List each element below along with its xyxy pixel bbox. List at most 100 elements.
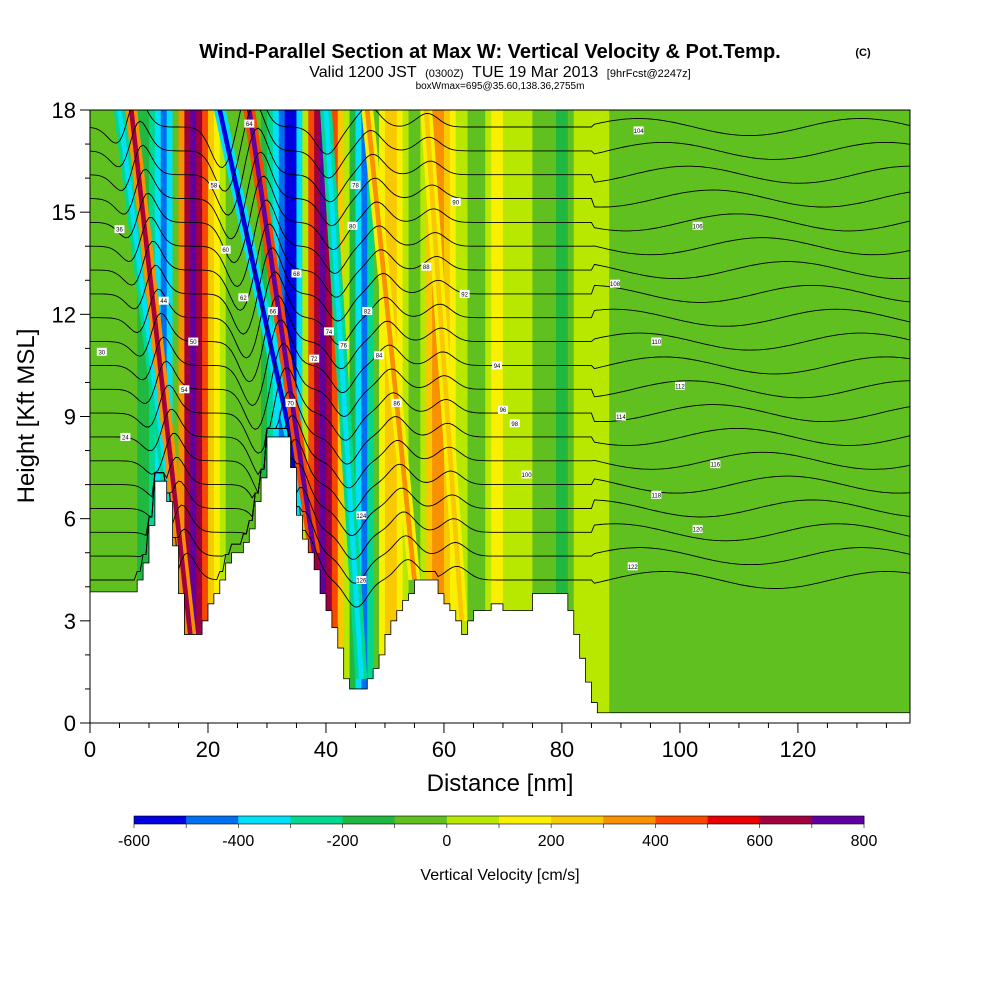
y-axis-tick-label: 15 [52, 200, 76, 225]
colorbar-tick-label: 0 [442, 833, 451, 850]
velocity-column [414, 110, 421, 723]
velocity-column [196, 110, 203, 723]
velocity-column [727, 110, 740, 723]
contour-label-box [208, 180, 219, 189]
velocity-column [355, 110, 362, 723]
contour-label-box [692, 524, 703, 533]
velocity-column [526, 110, 534, 723]
contour-label-text: 110 [652, 340, 662, 346]
contour-label: 124 [356, 511, 367, 520]
velocity-column [202, 110, 209, 723]
contour-label-text: 80 [349, 224, 356, 230]
valid-zulu-label: (0300Z) [425, 68, 464, 80]
contour-label-box [114, 225, 125, 234]
contour-label-box [615, 412, 626, 421]
colorbar-swatch [707, 816, 761, 824]
x-axis-tick-label: 20 [196, 737, 220, 762]
theta-isentrope [90, 199, 910, 288]
velocity-column [715, 110, 728, 723]
contour-label: 70 [285, 398, 296, 407]
velocity-column [190, 110, 197, 723]
contour-label-box [188, 337, 199, 346]
contour-label-text: 78 [352, 183, 359, 189]
velocity-column [384, 110, 392, 723]
velocity-column [461, 110, 469, 723]
velocity-column [738, 110, 752, 723]
velocity-column [361, 110, 368, 723]
contour-label-text: 90 [452, 200, 459, 206]
contour-label: 86 [391, 398, 402, 407]
velocity-column [420, 110, 427, 723]
contour-label-box [96, 347, 107, 356]
contour-label-box [350, 180, 361, 189]
y-axis-tick-label: 0 [64, 711, 76, 736]
contour-label-text: 36 [116, 228, 123, 234]
velocity-column [467, 110, 475, 723]
velocity-column [349, 110, 357, 723]
velocity-column [762, 110, 775, 723]
velocity-column [438, 110, 445, 723]
contour-label: 82 [362, 306, 373, 315]
contour-label: 100 [522, 470, 532, 479]
contour-label-box [179, 385, 190, 394]
x-axis-tick-label: 0 [84, 737, 96, 762]
contour-label-box [674, 381, 685, 390]
forecast-label: [9hrFcst@2247z] [607, 68, 691, 80]
contour-label-box [309, 354, 320, 363]
y-axis-title: Height [Kft MSL] [13, 329, 40, 504]
contour-label: 44 [158, 296, 169, 305]
contour-label: 116 [710, 460, 721, 469]
contour-label-box [633, 126, 644, 135]
contour-label-text: 84 [376, 354, 383, 360]
contour-label: 96 [497, 405, 508, 414]
contour-label: 54 [179, 385, 190, 394]
theta-isentrope [90, 427, 910, 537]
contour-label-text: 60 [222, 248, 229, 254]
velocity-column [207, 110, 215, 723]
contour-label-box [323, 327, 334, 336]
velocity-column [609, 110, 622, 723]
velocity-column [379, 110, 386, 723]
velocity-column [314, 110, 321, 723]
contour-label-text: 116 [711, 463, 721, 469]
contour-label-box [374, 351, 385, 360]
colorbar-swatch [186, 816, 239, 824]
contour-label-box [158, 296, 169, 305]
contour-label-box [421, 262, 432, 271]
chart-title: Wind-Parallel Section at Max W: Vertical… [199, 41, 780, 63]
velocity-column [497, 110, 504, 723]
contour-label-box [356, 575, 367, 584]
valid-time-label: Valid 1200 JST [309, 64, 417, 81]
velocity-column [904, 110, 910, 723]
copyright-mark: (C) [855, 47, 871, 59]
contour-label: 92 [459, 289, 470, 298]
velocity-band [128, 110, 193, 635]
contour-label-box [610, 279, 621, 288]
velocity-column [213, 110, 221, 723]
contour-label: 88 [421, 262, 432, 271]
y-axis-tick-label: 3 [64, 609, 76, 634]
velocity-column [90, 110, 103, 723]
theta-isentrope [90, 427, 910, 560]
contour-label: 108 [610, 279, 621, 288]
velocity-column [703, 110, 716, 723]
velocity-column [408, 110, 416, 723]
contour-label-text: 76 [340, 343, 347, 349]
velocity-column [514, 110, 528, 723]
contour-label-text: 86 [393, 401, 400, 407]
velocity-band [323, 110, 364, 679]
colorbar-swatch [551, 816, 604, 824]
contour-label-box [244, 119, 255, 128]
velocity-column [668, 110, 681, 723]
terrain-profile [90, 436, 910, 723]
velocity-column [266, 110, 274, 723]
contour-label-text: 58 [211, 183, 218, 189]
velocity-column [432, 110, 439, 723]
contour-label-box [362, 306, 373, 315]
velocity-column [178, 110, 185, 723]
contour-label-text: 104 [634, 129, 645, 135]
contour-label-text: 62 [240, 296, 247, 302]
contour-label-box [120, 432, 131, 441]
velocity-column [113, 110, 126, 723]
contour-label-text: 72 [311, 357, 318, 363]
